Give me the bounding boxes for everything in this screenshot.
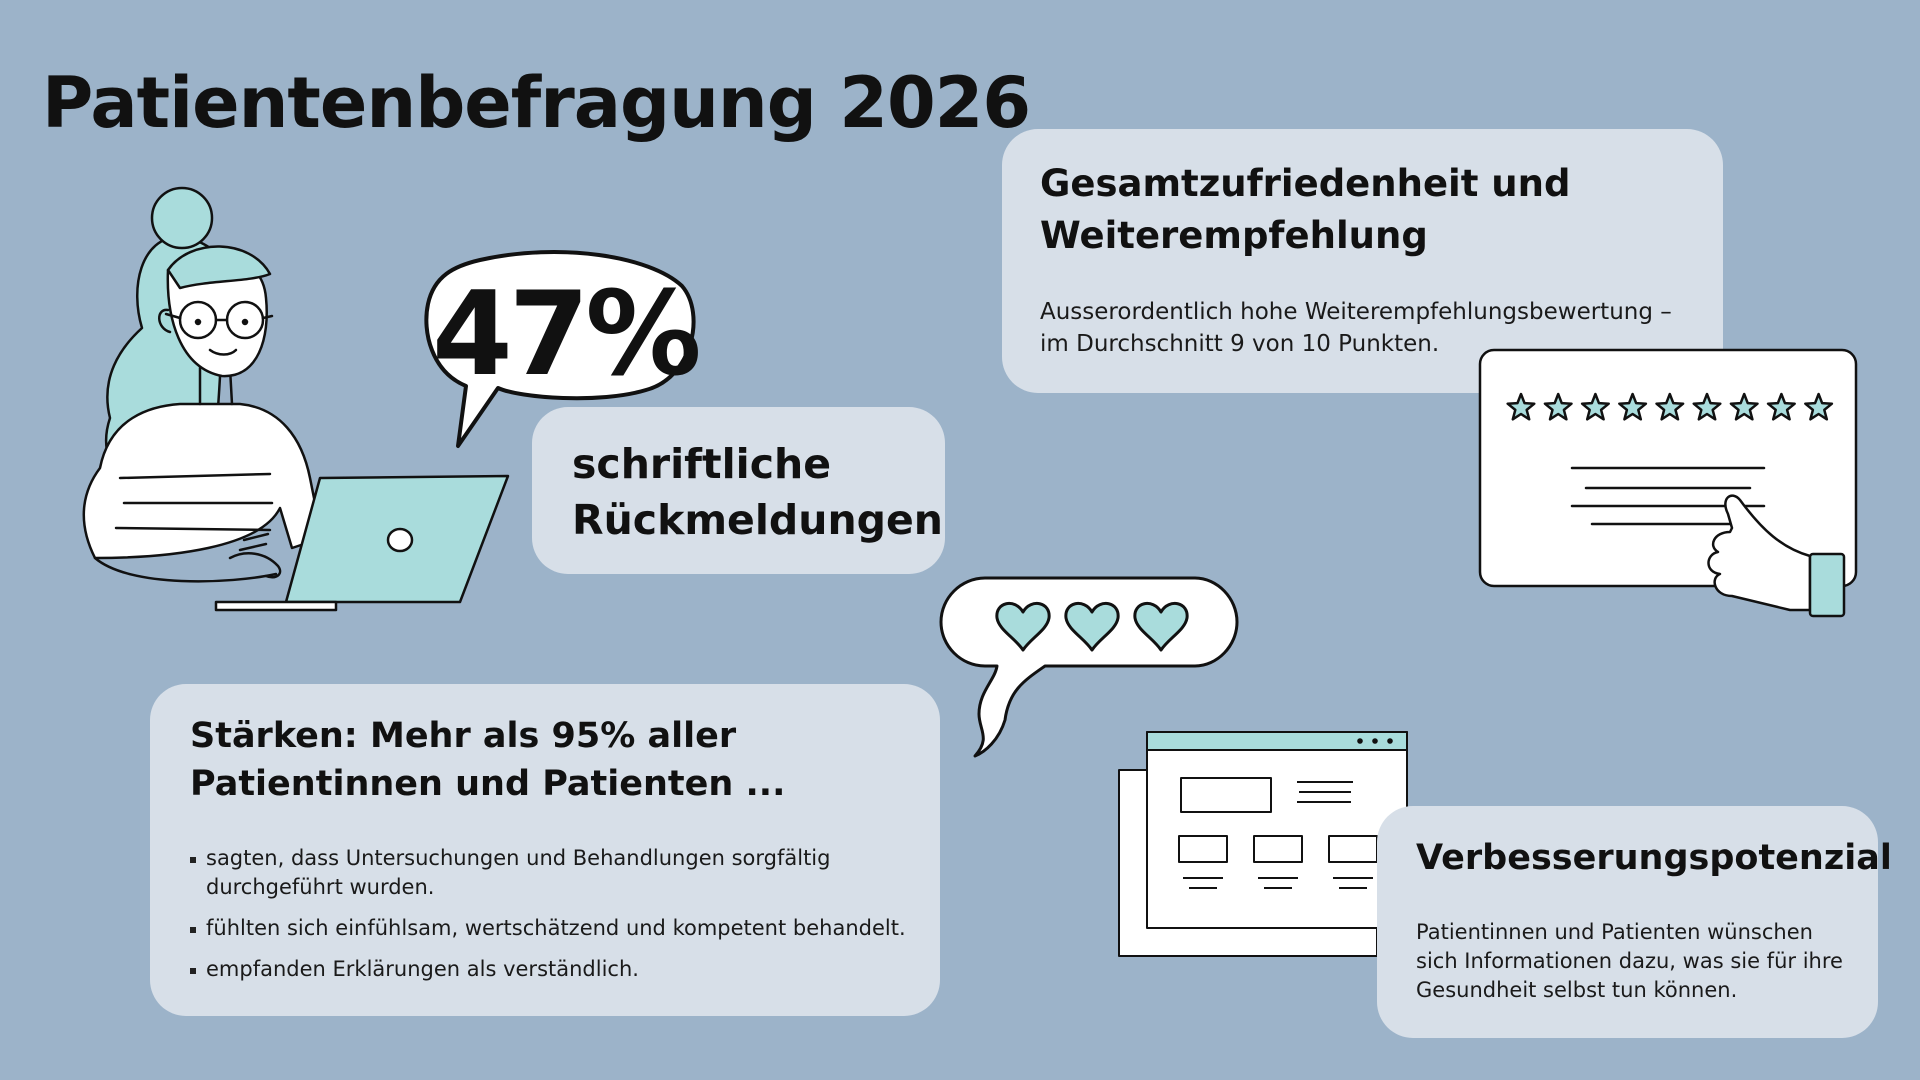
star-icon	[1692, 392, 1722, 421]
response-rate-label: schriftliche Rückmeldungen	[572, 440, 943, 544]
response-rate-card	[532, 407, 945, 574]
satisfaction-text: Ausserordentlich hohe Weiterempfehlungsb…	[1040, 299, 1672, 357]
star-icon	[1543, 392, 1573, 421]
star-rating-card-icon	[1478, 348, 1858, 618]
speech-bubble-icon	[424, 250, 696, 448]
heart-speech-bubble-icon	[939, 576, 1239, 758]
star-icon	[1618, 392, 1648, 421]
improvement-text: Patientinnen und Patienten wünschen sich…	[1416, 920, 1843, 1002]
strengths-heading: Stärken: Mehr als 95% aller Patientinnen…	[190, 716, 786, 804]
strengths-card	[150, 684, 940, 1016]
list-item: fühlten sich einfühlsam, wertschätzend u…	[190, 914, 910, 943]
thumbs-up-icon	[1707, 494, 1846, 618]
browser-window-icon	[1118, 731, 1408, 957]
list-item: empfanden Erklärungen als verständlich.	[190, 955, 910, 984]
star-icon	[1506, 392, 1536, 421]
improvement-heading: Verbesserungspotenzial	[1416, 838, 1892, 878]
star-icon	[1766, 392, 1796, 421]
star-icon	[1655, 392, 1685, 421]
page-title: Patientenbefragung 2026	[42, 62, 1031, 144]
list-item: sagten, dass Untersuchungen und Behandlu…	[190, 844, 910, 902]
strengths-list: sagten, dass Untersuchungen und Behandlu…	[190, 844, 910, 996]
star-icon	[1729, 392, 1759, 421]
star-icon	[1804, 392, 1834, 421]
star-icon	[1580, 392, 1610, 421]
response-rate-value: 47%	[432, 267, 702, 402]
improvement-card	[1377, 806, 1878, 1038]
woman-with-laptop-icon	[82, 186, 510, 612]
satisfaction-heading: Gesamtzufriedenheit und Weiterempfehlung	[1040, 162, 1571, 257]
